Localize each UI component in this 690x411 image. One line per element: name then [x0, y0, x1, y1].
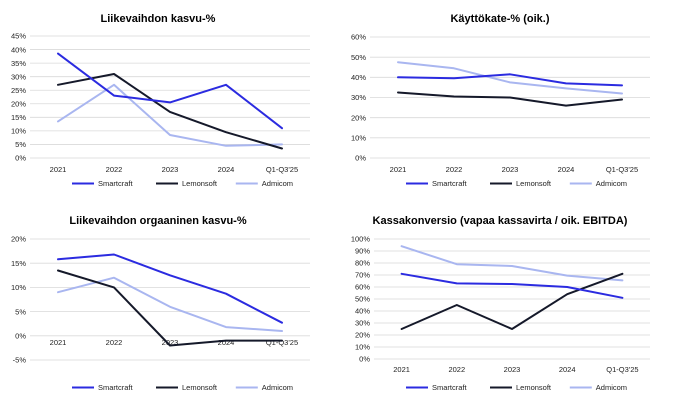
- legend-label-smartcraft: Smartcraft: [98, 179, 134, 188]
- y-tick-label: 10%: [351, 134, 366, 143]
- y-tick-label: 70%: [355, 271, 370, 280]
- legend-label-admicom: Admicom: [262, 179, 293, 188]
- y-tick-label: 0%: [15, 332, 26, 341]
- legend-label-admicom: Admicom: [596, 383, 627, 392]
- chart-panel-1: Liikevaihdon kasvu-% 0% 5% 10% 15% 20% 25% 30% 3…: [11, 13, 310, 188]
- y-tick-label: 5%: [15, 140, 26, 149]
- y-tick-label: 25%: [11, 86, 26, 95]
- x-tick-label: 2022: [106, 338, 123, 347]
- y-tick-label: 100%: [351, 235, 371, 244]
- y-tick-label: 15%: [11, 113, 26, 122]
- series-line-smartcraft: [397, 73, 623, 87]
- y-tick-label: 30%: [11, 72, 26, 81]
- y-tick-label: 40%: [351, 73, 366, 82]
- y-tick-label: 20%: [11, 99, 26, 108]
- y-tick-label: 90%: [355, 247, 370, 256]
- series-line-lemonsoft: [57, 269, 283, 347]
- series-line-smartcraft: [57, 253, 283, 324]
- series-line-lemonsoft: [397, 91, 623, 107]
- legend-label-admicom: Admicom: [596, 179, 627, 188]
- y-tick-label: 40%: [11, 45, 26, 54]
- x-tick-label: 2023: [162, 165, 179, 174]
- x-tick-label: 2021: [50, 338, 67, 347]
- legend: Smartcraft Lemonsoft Admicom: [406, 179, 627, 188]
- legend-label-smartcraft: Smartcraft: [98, 383, 134, 392]
- y-tick-label: 10%: [11, 283, 26, 292]
- legend-label-lemonsoft: Lemonsoft: [182, 383, 218, 392]
- legend-label-lemonsoft: Lemonsoft: [516, 383, 552, 392]
- legend-label-lemonsoft: Lemonsoft: [182, 179, 218, 188]
- y-tick-label: 35%: [11, 59, 26, 68]
- chart-title: Liikevaihdon kasvu-%: [101, 13, 216, 25]
- series-line-admicom: [57, 83, 283, 147]
- x-tick-label: 2022: [448, 365, 465, 374]
- series-line-smartcraft: [400, 272, 624, 299]
- x-tick-label: 2024: [218, 338, 235, 347]
- x-tick-label: 2023: [504, 365, 521, 374]
- y-tick-label: 40%: [355, 307, 370, 316]
- series-line-smartcraft: [57, 52, 283, 130]
- x-tick-label: 2022: [446, 165, 463, 174]
- x-tick-label: 2024: [559, 365, 576, 374]
- x-tick-label: 2021: [393, 365, 410, 374]
- chart-title: Liikevaihdon orgaaninen kasvu-%: [69, 215, 246, 227]
- x-tick-label: 2021: [390, 165, 407, 174]
- y-tick-label: 30%: [355, 319, 370, 328]
- x-tick-label: 2023: [502, 165, 519, 174]
- x-tick-label: 2021: [50, 165, 67, 174]
- y-tick-label: 30%: [351, 93, 366, 102]
- y-tick-label: 0%: [15, 154, 26, 163]
- legend-label-smartcraft: Smartcraft: [432, 383, 468, 392]
- y-tick-label: 0%: [355, 154, 366, 163]
- y-tick-label: 50%: [355, 295, 370, 304]
- chart-panel-4: Kassakonversio (vapaa kassavirta / oik. …: [351, 215, 650, 392]
- y-tick-label: 60%: [351, 33, 366, 42]
- legend-label-admicom: Admicom: [262, 383, 293, 392]
- y-tick-label: 20%: [355, 331, 370, 340]
- y-tick-label: 50%: [351, 53, 366, 62]
- y-tick-label: 20%: [11, 235, 26, 244]
- x-tick-label: 2022: [106, 165, 123, 174]
- y-tick-label: 80%: [355, 259, 370, 268]
- series-line-lemonsoft: [400, 272, 624, 330]
- series-line-lemonsoft: [57, 73, 283, 150]
- x-tick-label: Q1-Q3'25: [266, 165, 298, 174]
- series-line-admicom: [397, 61, 623, 95]
- y-tick-label: 60%: [355, 283, 370, 292]
- y-tick-label: 10%: [355, 343, 370, 352]
- y-tick-label: -5%: [13, 356, 27, 365]
- x-tick-label: Q1-Q3'25: [606, 365, 638, 374]
- chart-title: Käyttökate-% (oik.): [450, 13, 549, 25]
- legend: Smartcraft Lemonsoft Admicom: [72, 179, 293, 188]
- chart-panel-2: Käyttökate-% (oik.) 0% 10% 20% 30% 40% 50% 60% 2…: [351, 13, 650, 188]
- series-line-admicom: [400, 245, 624, 282]
- x-tick-label: Q1-Q3'25: [266, 338, 298, 347]
- x-tick-label: 2023: [162, 338, 179, 347]
- y-tick-label: 20%: [351, 113, 366, 122]
- x-tick-label: 2024: [558, 165, 575, 174]
- y-tick-label: 0%: [359, 355, 370, 364]
- chart-panel-3: Liikevaihdon orgaaninen kasvu-% -5% 0% 5% 10…: [11, 215, 310, 392]
- x-tick-label: 2024: [218, 165, 235, 174]
- y-tick-label: 10%: [11, 127, 26, 136]
- x-tick-label: Q1-Q3'25: [606, 165, 638, 174]
- legend: Smartcraft Lemonsoft Admicom: [72, 383, 293, 392]
- legend: Smartcraft Lemonsoft Admicom: [406, 383, 627, 392]
- chart-title: Kassakonversio (vapaa kassavirta / oik. …: [373, 215, 628, 227]
- y-tick-label: 45%: [11, 32, 26, 41]
- legend-label-lemonsoft: Lemonsoft: [516, 179, 552, 188]
- y-tick-label: 15%: [11, 259, 26, 268]
- legend-label-smartcraft: Smartcraft: [432, 179, 468, 188]
- y-tick-label: 5%: [15, 307, 26, 316]
